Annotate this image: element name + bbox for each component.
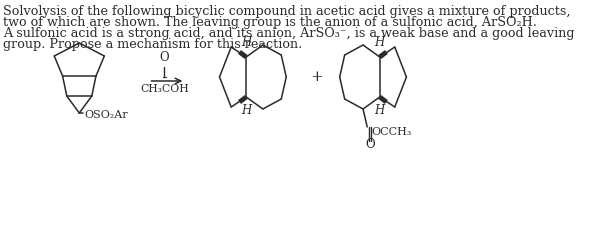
Text: group. Propose a mechanism for this reaction.: group. Propose a mechanism for this reac… — [3, 38, 302, 51]
Text: O: O — [365, 137, 375, 150]
Text: OCCH₃: OCCH₃ — [371, 127, 412, 137]
Text: two of which are shown. The leaving group is the anion of a sulfonic acid, ArSO₂: two of which are shown. The leaving grou… — [3, 16, 537, 29]
Text: O: O — [159, 51, 169, 64]
Text: OSO₂Ar: OSO₂Ar — [84, 110, 128, 120]
Text: H: H — [241, 104, 251, 117]
Text: Solvolysis of the following bicyclic compound in acetic acid gives a mixture of : Solvolysis of the following bicyclic com… — [3, 5, 571, 18]
Text: H: H — [375, 104, 385, 117]
Text: A sulfonic acid is a strong acid, and its anion, ArSO₃⁻, is a weak base and a go: A sulfonic acid is a strong acid, and it… — [3, 27, 575, 40]
Text: H: H — [375, 36, 385, 49]
Text: H: H — [241, 36, 251, 49]
Text: CH₃COH: CH₃COH — [141, 84, 189, 94]
Text: +: + — [311, 70, 323, 84]
